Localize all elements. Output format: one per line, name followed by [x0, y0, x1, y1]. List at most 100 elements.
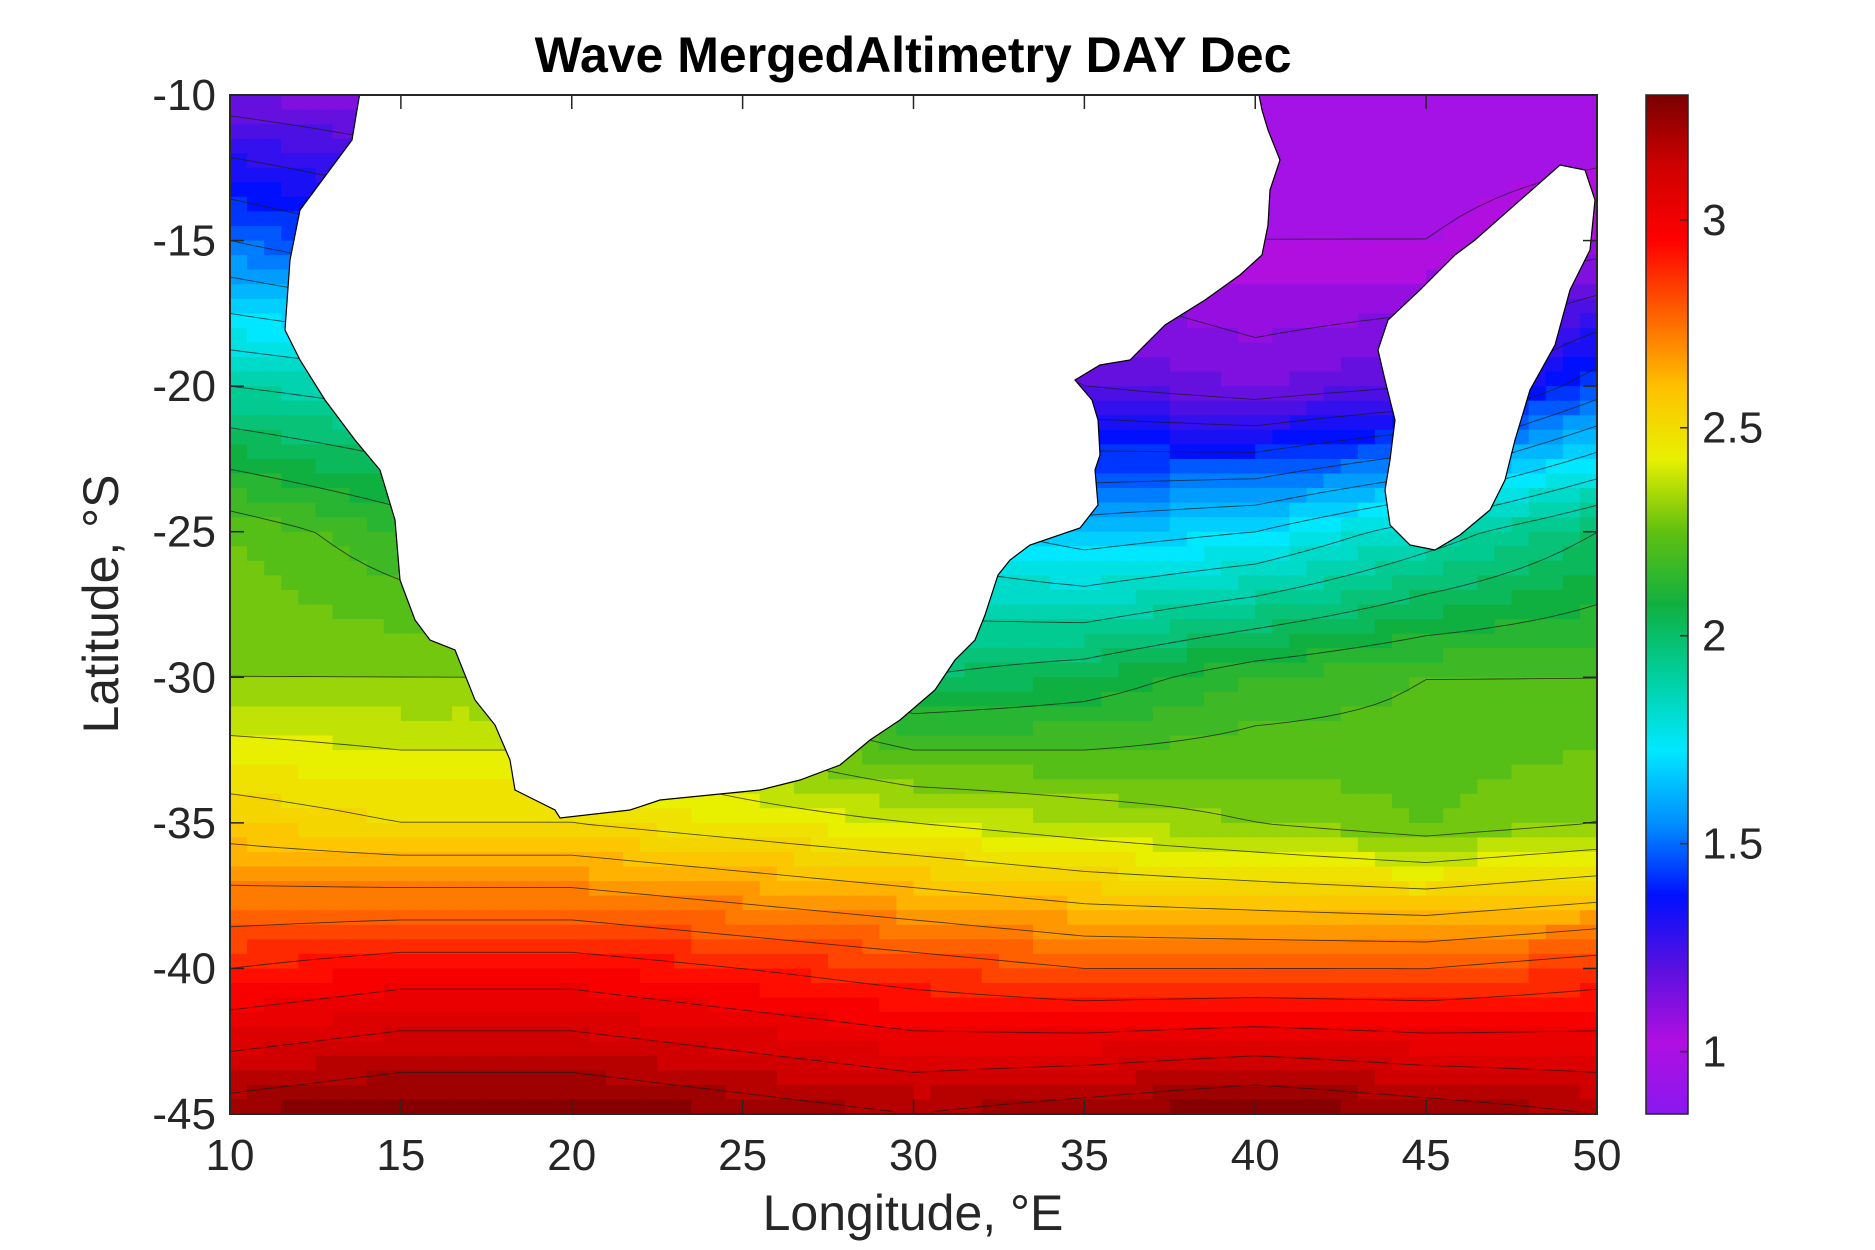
field-cell: [828, 968, 846, 984]
field-cell: [1528, 691, 1547, 707]
field-cell: [1494, 866, 1513, 882]
field-cell: [1323, 720, 1342, 737]
field-cell: [810, 910, 829, 926]
field-cell: [964, 910, 983, 926]
field-cell: [1272, 750, 1291, 766]
field-cell: [1221, 808, 1239, 824]
field-cell: [554, 924, 573, 940]
field-cell: [1238, 953, 1256, 970]
field-cell: [1050, 546, 1068, 562]
field-cell: [1306, 255, 1325, 271]
field-cell: [1306, 633, 1325, 649]
field-cell: [1477, 633, 1496, 649]
field-cell: [1203, 648, 1222, 664]
field-cell: [1409, 240, 1427, 256]
field-cell: [1255, 968, 1273, 984]
field-cell: [315, 808, 334, 824]
field-cell: [674, 881, 692, 897]
field-cell: [435, 997, 453, 1013]
field-cell: [366, 982, 385, 999]
field-cell: [1460, 138, 1478, 154]
field-cell: [417, 953, 436, 970]
field-cell: [947, 837, 966, 853]
field-cell: [315, 968, 334, 984]
field-cell: [264, 837, 282, 853]
field-cell: [1460, 881, 1478, 897]
field-cell: [366, 677, 385, 693]
field-cell: [452, 895, 470, 911]
field-cell: [1152, 604, 1171, 620]
field-cell: [1357, 881, 1376, 897]
field-cell: [281, 400, 299, 416]
field-cell: [1255, 371, 1273, 387]
field-cell: [1289, 109, 1308, 125]
field-cell: [281, 939, 299, 955]
field-cell: [1528, 982, 1547, 999]
field-cell: [332, 924, 351, 940]
field-cell: [1186, 968, 1205, 984]
field-cell: [1579, 357, 1597, 373]
field-cell: [469, 866, 487, 882]
field-cell: [1340, 167, 1359, 183]
field-cell: [947, 720, 966, 737]
field-cell: [1203, 560, 1222, 576]
field-cell: [828, 910, 846, 926]
field-cell: [1511, 866, 1530, 882]
field-cell: [315, 604, 334, 620]
field-cell: [264, 269, 282, 285]
field-cell: [1443, 895, 1461, 911]
field-cell: [708, 997, 727, 1013]
field-cell: [1255, 764, 1273, 780]
field-cell: [1221, 298, 1239, 314]
field-cell: [332, 866, 351, 882]
field-cell: [247, 342, 265, 358]
field-cell: [383, 604, 402, 620]
field-cell: [1135, 531, 1154, 547]
field-cell: [247, 910, 265, 926]
field-cell: [1511, 895, 1530, 911]
field-cell: [1306, 779, 1325, 795]
field-cell: [264, 488, 282, 504]
field-cell: [1186, 560, 1205, 576]
field-cell: [281, 124, 299, 140]
field-cell: [349, 924, 368, 940]
field-cell: [1511, 706, 1530, 722]
field-cell: [1460, 793, 1478, 809]
field-cell: [1272, 357, 1291, 373]
field-cell: [1391, 662, 1410, 678]
field-cell: [691, 953, 710, 970]
field-cell: [469, 924, 487, 940]
field-cell: [1255, 808, 1273, 824]
field-cell: [1221, 822, 1239, 839]
field-cell: [1477, 196, 1496, 213]
field-cell: [1426, 662, 1444, 678]
field-cell: [1033, 779, 1051, 795]
field-cell: [503, 895, 522, 911]
field-cell: [623, 968, 641, 984]
field-cell: [1306, 313, 1325, 329]
field-cell: [1186, 517, 1205, 533]
field-cell: [1323, 895, 1342, 911]
field-cell: [349, 517, 368, 533]
field-cell: [400, 924, 419, 940]
field-cell: [349, 502, 368, 518]
field-cell: [1050, 633, 1068, 649]
field-cell: [1528, 939, 1547, 955]
field-cell: [1084, 560, 1103, 576]
field-cell: [281, 371, 299, 387]
field-cell: [1272, 589, 1291, 606]
field-cell: [1460, 953, 1478, 970]
field-cell: [1357, 488, 1376, 504]
field-cell: [264, 444, 282, 460]
field-cell: [1323, 604, 1342, 620]
field-cell: [1528, 488, 1547, 504]
field-cell: [315, 720, 334, 737]
field-cell: [298, 619, 317, 635]
field-cell: [264, 211, 282, 227]
field-cell: [452, 968, 470, 984]
field-cell: [264, 298, 282, 314]
field-cell: [588, 997, 607, 1013]
field-cell: [1323, 226, 1342, 242]
field-cell: [913, 895, 932, 911]
field-cell: [1118, 458, 1137, 475]
